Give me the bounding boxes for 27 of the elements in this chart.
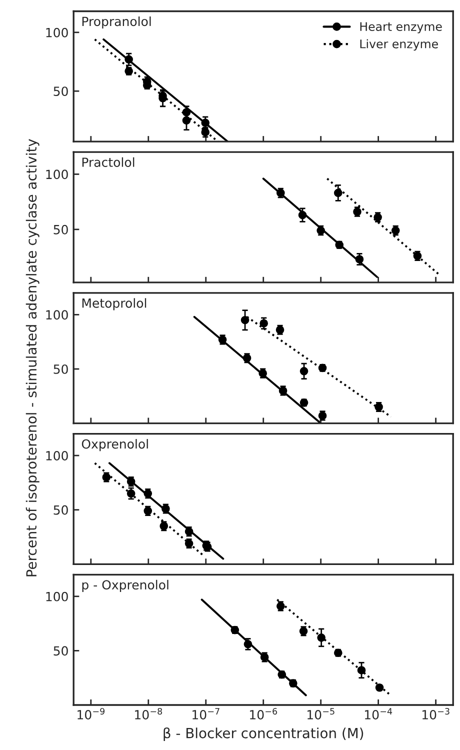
point bbox=[182, 108, 191, 116]
chart-title: Practolol bbox=[82, 157, 134, 167]
y-tick-label: 100 bbox=[46, 450, 68, 460]
y-tick-label: 50 bbox=[54, 505, 68, 515]
y-tick-label: 50 bbox=[54, 646, 68, 656]
legend-label: Liver enzyme bbox=[360, 39, 438, 51]
x-axis-title: β - Blocker concentration (M) bbox=[164, 728, 364, 742]
x-tick-label: 10$^{−3}$ bbox=[422, 708, 450, 720]
x-tick-label: 10$^{−6}$ bbox=[250, 708, 278, 720]
y-tick-label: 50 bbox=[54, 86, 68, 96]
chart-title: Propranolol bbox=[82, 16, 151, 29]
x-tick-label: 10$^{−7}$ bbox=[192, 708, 220, 720]
y-tick-label: 100 bbox=[46, 170, 68, 180]
y-axis-title: Percent of isoproterenol - stimulated adenylate cyclase activity bbox=[26, 138, 40, 576]
chart-title: p - Oxprenolol bbox=[82, 580, 168, 592]
y-tick-label: 50 bbox=[54, 364, 68, 374]
x-tick-label: 10$^{−5}$ bbox=[308, 708, 334, 720]
legend-label: Heart enzyme bbox=[360, 22, 442, 34]
x-tick-label: 10$^{−8}$ bbox=[135, 708, 162, 720]
y-tick-label: 100 bbox=[46, 592, 68, 602]
x-tick-label: 10$^{−9}$ bbox=[78, 708, 105, 720]
x-tick-label: 10$^{−4}$ bbox=[365, 708, 392, 720]
chart-title: Metoprolol bbox=[82, 298, 146, 310]
y-tick-label: 100 bbox=[46, 310, 68, 320]
y-tick-label: 50 bbox=[54, 224, 68, 234]
y-tick-label: 100 bbox=[46, 28, 68, 38]
chart-title: Oxprenolol bbox=[82, 439, 148, 452]
